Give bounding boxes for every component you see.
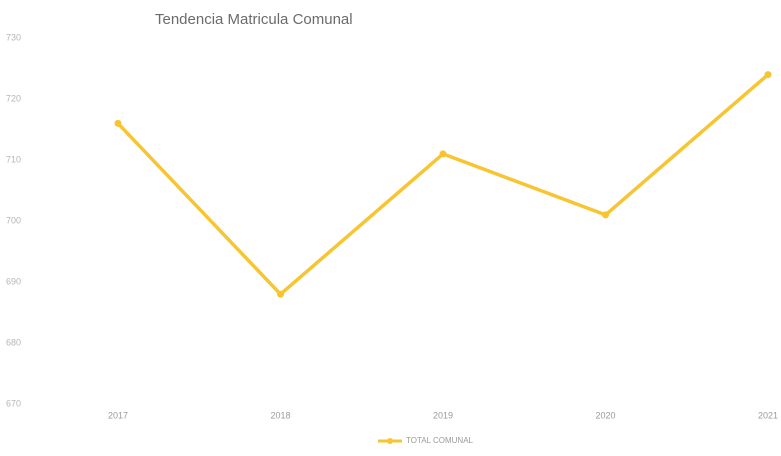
y-tick-label: 730	[6, 32, 21, 42]
legend-label: TOTAL COMUNAL	[406, 436, 474, 445]
x-tick-label: 2021	[758, 410, 778, 420]
y-tick-label: 720	[6, 93, 21, 103]
x-tick-label: 2019	[433, 410, 453, 420]
chart-title: Tendencia Matricula Comunal	[155, 11, 353, 28]
y-tick-label: 670	[6, 398, 21, 408]
x-tick-label: 2020	[595, 410, 615, 420]
series-line	[116, 73, 770, 296]
x-tick-label: 2017	[108, 410, 128, 420]
y-tick-label: 700	[6, 215, 21, 225]
y-tick-label: 690	[6, 276, 21, 286]
legend-marker	[387, 438, 393, 444]
point	[114, 119, 122, 127]
point	[764, 71, 772, 79]
point	[602, 211, 609, 219]
x-tick-label: 2018	[270, 410, 290, 420]
y-tick-label: 710	[6, 154, 21, 164]
point	[439, 150, 447, 158]
point	[277, 290, 284, 298]
y-tick-label: 680	[6, 337, 21, 347]
